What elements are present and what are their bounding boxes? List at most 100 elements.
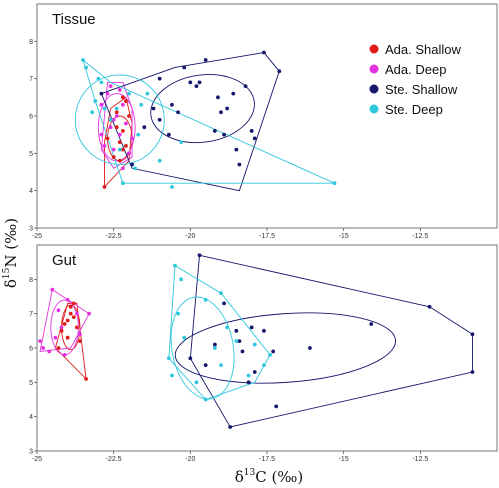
ada-shallow-point [117, 158, 122, 163]
x-axis-label-rest: C (‰) [255, 468, 303, 486]
ada-deep-point [62, 352, 67, 357]
ste-deep-point [127, 91, 131, 96]
panels: -25 -22.5 -20 -17.5 -15 -12.5345678Tissue-25-… [29, 3, 498, 463]
ada-shallow-point [105, 136, 110, 141]
ste-shallow-point [225, 106, 230, 111]
x-tick-label: -12.5 [412, 233, 428, 240]
legend-label-ada-shallow: Ada. Shallow [385, 42, 461, 57]
x-tick-label: -15 [339, 456, 349, 463]
ste-shallow-point [157, 76, 162, 81]
y-tick-label: 4 [29, 414, 33, 421]
ada-deep-point [108, 84, 113, 89]
ste-deep-point [176, 311, 180, 316]
ste-shallow-ellipse [174, 312, 397, 384]
y-tick-label: 6 [29, 346, 33, 353]
ada-deep-point [87, 311, 92, 316]
ada-shallow-point [124, 99, 128, 103]
ste-shallow-point [249, 129, 254, 133]
panel-title: Gut [52, 252, 77, 269]
ste-deep-point [166, 356, 171, 361]
ste-shallow-point [274, 404, 279, 409]
ste-shallow-point [194, 84, 199, 89]
ste-shallow-point [166, 132, 171, 137]
ada-shallow-point [59, 328, 64, 333]
ada-deep-hull [39, 288, 90, 352]
x-tick-label: -22.5 [106, 233, 122, 240]
ste-shallow-point [203, 363, 208, 368]
ada-deep-point [105, 91, 110, 96]
ste-shallow-point [234, 328, 239, 333]
ada-shallow-point [71, 301, 76, 306]
ste-shallow-point [188, 356, 193, 361]
ste-deep-point [145, 91, 150, 96]
ada-deep-point [120, 166, 125, 171]
ste-deep-point [262, 363, 266, 368]
ste-deep-point [170, 185, 174, 189]
panel-content [38, 253, 475, 429]
ada-shallow-point [120, 95, 125, 100]
svg-text:δ13C (‰): δ13C (‰) [235, 468, 304, 486]
ste-shallow-point [231, 91, 236, 96]
ste-shallow-point [197, 253, 202, 258]
ste-deep-point [99, 80, 104, 85]
ada-shallow-point [74, 325, 79, 330]
x-tick-label: -15 [339, 233, 349, 240]
x-tick-label: -12.5 [412, 456, 428, 463]
ste-deep-point [246, 373, 251, 378]
ste-deep-point [225, 325, 230, 330]
ada-shallow-point [120, 147, 125, 152]
ste-shallow-ellipse [150, 74, 255, 144]
ada-shallow-point [68, 311, 73, 316]
x-axis-label-sup: 13 [244, 468, 256, 478]
ada-shallow-point [68, 304, 73, 309]
y-tick-label: 5 [29, 151, 33, 158]
ste-deep-point [203, 298, 208, 302]
y-tick-label: 3 [29, 226, 33, 233]
ste-deep-point [117, 147, 122, 152]
ste-shallow-point [308, 346, 312, 350]
ada-deep-point [111, 117, 116, 122]
ada-deep-point [99, 132, 104, 137]
x-axis-label: δ13C (‰) [235, 468, 304, 486]
ada-deep-point [117, 87, 122, 92]
ste-shallow-point [188, 80, 193, 85]
ste-deep-point [173, 263, 177, 268]
x-tick-label: -25 [32, 456, 42, 463]
ste-shallow-point [427, 304, 432, 309]
ada-deep-point [47, 349, 52, 354]
ste-deep-point [252, 342, 257, 347]
x-tick-label: -17.5 [259, 233, 275, 240]
svg-text:δ15N (‰): δ15N (‰) [2, 218, 20, 288]
y-axis-label-delta: δ [2, 279, 20, 288]
ste-shallow-point [262, 50, 266, 55]
ste-shallow-point [219, 110, 223, 115]
ste-shallow-point [203, 58, 208, 62]
y-axis-label-sup: 15 [2, 267, 12, 279]
y-tick-label: 8 [29, 277, 33, 284]
ste-deep-point [332, 181, 337, 186]
legend-marker-ste-deep [369, 104, 379, 114]
ada-shallow-point [124, 143, 128, 148]
panel-content [74, 50, 337, 192]
ste-deep-point [219, 291, 223, 295]
ada-shallow-point [114, 125, 119, 130]
ste-deep-point [139, 102, 144, 107]
y-axis-label-rest: N (‰) [2, 218, 20, 268]
ste-shallow-point [157, 117, 162, 122]
ada-shallow-point [65, 318, 70, 323]
legend-marker-ada-deep [369, 64, 379, 74]
ste-deep-point [203, 397, 208, 402]
ada-deep-point [38, 339, 42, 344]
ada-deep-point [114, 114, 119, 118]
ada-deep-point [117, 132, 122, 137]
ada-deep-ellipse [97, 93, 136, 162]
ada-shallow-point [56, 346, 61, 350]
ste-shallow-point [212, 342, 217, 347]
legend-label-ada-deep: Ada. Deep [385, 62, 446, 77]
ste-shallow-point [243, 84, 248, 89]
ada-shallow-point [65, 335, 70, 340]
legend-label-ste-shallow: Ste. Shallow [385, 82, 458, 97]
y-tick-label: 6 [29, 114, 33, 121]
panel-frame [36, 244, 498, 452]
ste-deep-point [108, 117, 113, 122]
